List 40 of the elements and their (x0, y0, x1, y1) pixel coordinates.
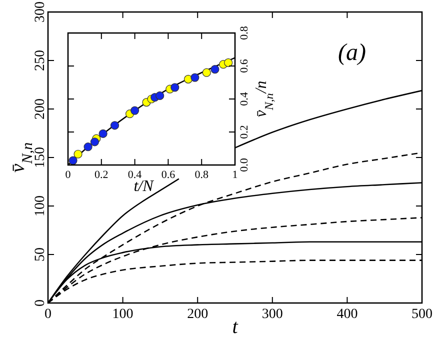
point (130, 106, 140, 115)
y-tick-label: 300 (33, 2, 48, 22)
x-tick-label: 500 (412, 306, 432, 322)
point (90, 138, 100, 146)
y2-tick-label: 0.0 (238, 158, 250, 172)
point (98, 129, 108, 138)
point (184, 74, 193, 84)
x-axis-title: t/N (134, 178, 155, 195)
y-tick-label: 100 (33, 196, 48, 216)
point (224, 58, 233, 67)
y2-tick-label: 0.2 (238, 125, 250, 139)
x-tick-label: 400 (336, 306, 358, 322)
y-tick-label: 0 (33, 300, 48, 306)
x-tick-label: 0.2 (94, 168, 108, 181)
x-tick-label: 300 (262, 306, 283, 322)
point (170, 83, 180, 92)
y-tick-label: 150 (33, 147, 48, 168)
x-tick-label: 200 (187, 306, 208, 322)
annotation: (a) (338, 40, 366, 66)
point (74, 150, 82, 158)
x-tick-label: 0.8 (194, 168, 209, 181)
x-tick-label: 100 (112, 306, 134, 322)
x-tick-label: 0.4 (128, 168, 142, 181)
x-axis-title: t (232, 316, 238, 338)
point (210, 65, 220, 74)
point (156, 91, 164, 100)
y-tick-label: 200 (33, 98, 48, 120)
point (68, 156, 78, 165)
y2-tick-label: 0.6 (238, 58, 250, 73)
y-tick-label: 50 (33, 248, 48, 262)
y2-tick-label: 0.4 (238, 92, 250, 106)
y-tick-label: 250 (33, 50, 48, 71)
point (84, 142, 92, 152)
y2-tick-label: 0.8 (238, 26, 250, 40)
point (110, 121, 120, 130)
x-tick-label: 1 (232, 168, 238, 181)
point (190, 73, 200, 82)
point (202, 68, 211, 77)
x-tick-label: 0.6 (161, 168, 176, 181)
x-tick-label: 0 (65, 168, 72, 181)
